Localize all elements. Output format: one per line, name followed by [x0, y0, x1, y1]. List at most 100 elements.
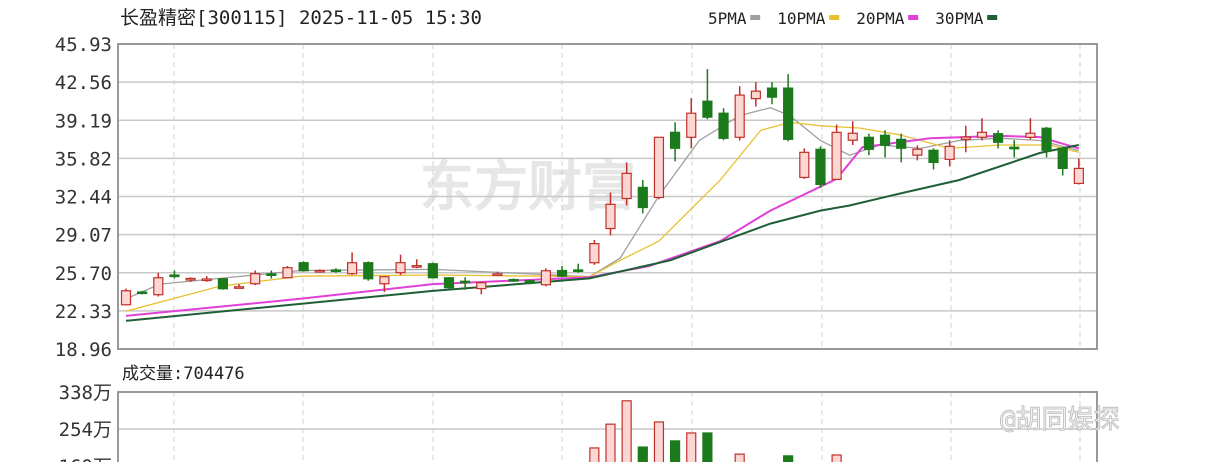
candle-up [476, 282, 487, 290]
candle-down [815, 148, 826, 186]
price-plot-frame [117, 43, 1098, 350]
volume-bar [653, 421, 665, 462]
legend-label-5pma: 5PMA [708, 9, 747, 28]
volume-bar [669, 440, 681, 462]
candle-up [314, 269, 325, 273]
volume-title: 成交量:704476 [122, 364, 245, 384]
volume-bar [637, 446, 648, 462]
candle-down [137, 291, 148, 295]
candle-up [944, 145, 955, 160]
candle-up [395, 262, 406, 274]
candle-up [233, 286, 245, 289]
candle-up [960, 136, 971, 140]
y-tick-label: 35.82 [55, 148, 112, 170]
candle-down [669, 131, 681, 149]
candle-up [379, 276, 390, 285]
candle-down [766, 87, 778, 98]
volume-tick-label: 338万 [59, 382, 112, 404]
legend: 5PMA 10PMA 20PMA 30PMA [708, 9, 998, 28]
legend-swatch-20pma [908, 15, 919, 20]
candle-down [363, 262, 374, 280]
legend-label-10pma: 10PMA [777, 9, 826, 28]
candle-up [621, 172, 632, 200]
volume-plot-frame [117, 391, 1098, 462]
volume-tick-label: 169万 [59, 456, 112, 462]
candle-up [750, 90, 761, 100]
candle-down [460, 280, 471, 284]
price-y-axis: 45.93 42.56 39.19 35.82 32.44 29.07 25.70 22.33… [55, 34, 112, 361]
y-tick-label: 22.33 [55, 301, 112, 323]
chart-title: 长盈精密[300115] 2025-11-05 15:30 [120, 7, 482, 29]
volume-bar [589, 447, 600, 462]
candle-down [298, 262, 309, 272]
candle-down [879, 134, 891, 146]
candle-down [217, 278, 228, 290]
candle-up [912, 148, 923, 156]
candle-down [702, 100, 713, 118]
candle-down [443, 277, 455, 289]
candle-down [1057, 147, 1068, 169]
candle-down [330, 269, 342, 273]
candle-up [250, 273, 261, 285]
volume-bar [621, 400, 632, 462]
volume-bar [702, 432, 713, 462]
candle-up [347, 262, 358, 275]
candle-down [427, 263, 438, 279]
candle-up [120, 290, 132, 306]
candle-down [863, 136, 875, 150]
y-tick-label: 45.93 [55, 34, 112, 56]
candle-down [169, 274, 180, 278]
watermark-corner: @胡同娱探 [1000, 405, 1120, 435]
volume-bar [605, 423, 616, 462]
legend-label-30pma: 30PMA [935, 9, 984, 28]
volume-bar [783, 455, 794, 462]
candle-up [653, 136, 665, 199]
volume-bar [831, 454, 842, 462]
candles [120, 69, 1084, 306]
y-tick-label: 32.44 [55, 187, 112, 209]
candle-up [201, 278, 212, 282]
candle-up [411, 265, 422, 268]
y-tick-label: 18.96 [55, 339, 112, 361]
candle-down [1009, 146, 1020, 150]
y-tick-label: 39.19 [55, 110, 112, 132]
candle-up [540, 270, 552, 286]
candle-up [1025, 132, 1036, 138]
candle-down [896, 138, 907, 149]
grid [118, 43, 1097, 462]
candle-up [282, 267, 293, 279]
volume-bars [589, 400, 842, 462]
candle-down [266, 273, 277, 277]
y-tick-label: 42.56 [55, 72, 112, 94]
y-tick-label: 29.07 [55, 225, 112, 247]
candle-up [734, 94, 745, 138]
legend-swatch-10pma [829, 15, 840, 20]
candle-up [492, 273, 503, 277]
ma-line-30pma [125, 144, 1080, 322]
candle-up [799, 151, 810, 179]
candle-down [573, 269, 584, 273]
watermark-center: 东方财富 [420, 155, 636, 218]
candle-down [992, 133, 1004, 143]
candle-down [524, 280, 535, 283]
candle-down [556, 269, 568, 277]
candle-up [1073, 167, 1084, 185]
candle-down [783, 87, 794, 140]
volume-bar [734, 453, 745, 462]
candle-down [1041, 127, 1052, 151]
volume-tick-label: 254万 [59, 419, 112, 441]
legend-swatch-30pma [987, 15, 998, 20]
candle-up [831, 131, 842, 180]
candle-up [605, 203, 616, 230]
candle-up [589, 243, 600, 264]
legend-swatch-5pma [750, 15, 761, 20]
volume-bar [686, 432, 697, 462]
candle-up [686, 112, 697, 138]
candle-down [718, 112, 729, 139]
y-tick-label: 25.70 [55, 263, 112, 285]
candle-up [185, 277, 196, 281]
candle-up [153, 277, 164, 296]
candle-down [928, 149, 939, 164]
legend-label-20pma: 20PMA [856, 9, 905, 28]
